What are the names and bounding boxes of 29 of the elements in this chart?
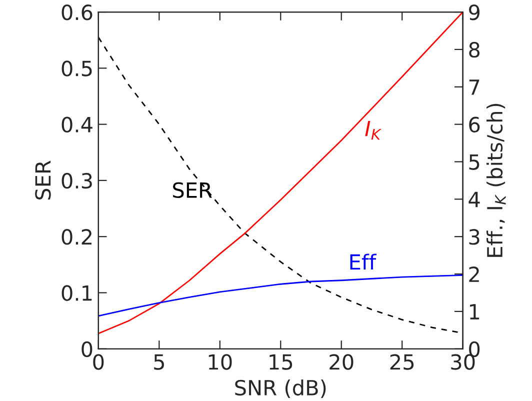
- y2-tick-label: 7: [469, 80, 480, 95]
- line-series: [98, 274, 463, 317]
- y-tick-label: 0: [82, 341, 92, 358]
- x-tick-label: 0: [93, 354, 104, 370]
- series-label: Eff: [350, 254, 377, 270]
- y-tick-label: 0.5: [62, 60, 92, 76]
- y2-tick-label: 4: [468, 192, 480, 208]
- x-tick-label: 5: [154, 354, 164, 370]
- y-tick-label: 0.3: [62, 172, 92, 189]
- y2-tick-label: 3: [469, 229, 480, 245]
- y2-tick-label: 5: [469, 154, 480, 170]
- y-axis-title: SER: [35, 160, 51, 200]
- x-tick-label: 15: [270, 354, 292, 370]
- x-tick-label: 20: [330, 354, 354, 370]
- y-tick-label: 0.6: [62, 4, 92, 20]
- y2-tick-label: 8: [469, 42, 480, 58]
- y-tick-label: 0.2: [62, 229, 92, 245]
- series-label: SER: [173, 182, 212, 198]
- series-label: I$_{K}$: [365, 120, 382, 140]
- y2-tick-label: 6: [469, 116, 480, 133]
- x-tick-label: 10: [208, 354, 232, 370]
- y2-tick-label: 1: [470, 304, 480, 320]
- y2-tick-label: 2: [469, 266, 479, 282]
- y2-tick-label: 9: [469, 4, 480, 20]
- y-tick-label: 0.4: [62, 116, 92, 133]
- y-tick-label: 0.1: [62, 285, 92, 301]
- x-axis-title: SNR (dB): [235, 379, 326, 398]
- y2-axis-title: Eff., I$_{K}$ (bits/ch): [486, 104, 506, 257]
- x-tick-label: 25: [390, 354, 414, 370]
